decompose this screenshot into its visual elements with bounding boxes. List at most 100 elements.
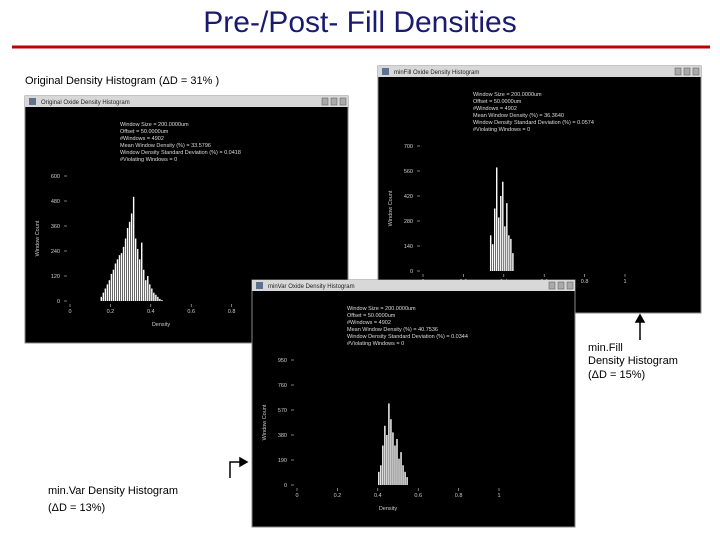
stat-line: #Violating Windows = 0 bbox=[473, 127, 530, 133]
bar bbox=[400, 452, 402, 485]
bar bbox=[489, 235, 492, 271]
bar bbox=[510, 238, 512, 271]
bar bbox=[502, 181, 504, 271]
bar bbox=[494, 208, 496, 271]
caption-original: Original Density Histogram (ΔD = 31% ) bbox=[25, 75, 219, 87]
y-tick-label: 420 bbox=[404, 194, 413, 200]
windows: Original Oxide Density Histogram Window S… bbox=[24, 65, 702, 528]
bar bbox=[151, 288, 153, 301]
window-button bbox=[674, 67, 682, 76]
window-button bbox=[557, 281, 565, 290]
bar bbox=[122, 246, 125, 301]
histogram-window: minFill Oxide Density Histogram Window Si… bbox=[377, 65, 702, 314]
bar bbox=[506, 203, 508, 271]
bar bbox=[512, 253, 514, 271]
bar bbox=[491, 244, 494, 271]
bar bbox=[504, 226, 506, 271]
bar bbox=[132, 196, 135, 301]
x-tick-label: 0.4 bbox=[374, 493, 382, 499]
window-button bbox=[692, 67, 700, 76]
bar bbox=[110, 273, 113, 301]
bar bbox=[102, 292, 105, 301]
x-tick-label: 0.6 bbox=[187, 309, 195, 315]
y-tick-label: 570 bbox=[278, 408, 287, 414]
title-bar bbox=[252, 280, 575, 291]
bar bbox=[392, 432, 394, 485]
bar bbox=[100, 296, 103, 301]
title-bar bbox=[378, 66, 701, 77]
stat-line: Window Density Standard Deviation (%) = … bbox=[120, 150, 241, 156]
x-tick-label: 0.8 bbox=[228, 309, 236, 315]
window-button bbox=[330, 97, 338, 106]
window-icon bbox=[382, 68, 389, 75]
title-bar bbox=[25, 96, 348, 107]
histogram-window: Original Oxide Density Histogram Window S… bbox=[24, 95, 349, 344]
stat-line: Window Size = 200.0000um bbox=[473, 92, 542, 98]
stat-line: Mean Window Density (%) = 33.5796 bbox=[120, 143, 211, 149]
bar bbox=[128, 221, 131, 301]
stat-line: Window Density Standard Deviation (%) = … bbox=[473, 120, 594, 126]
bar bbox=[124, 238, 127, 301]
bar bbox=[157, 296, 159, 301]
x-tick-label: 0.8 bbox=[455, 493, 463, 499]
bar bbox=[126, 228, 129, 301]
y-tick-label: 480 bbox=[51, 199, 60, 205]
stat-line: #Windows = 4902 bbox=[120, 136, 164, 142]
y-axis-label: Window Count bbox=[35, 220, 41, 256]
bar bbox=[138, 259, 141, 301]
window-title: minFill Oxide Density Histogram bbox=[394, 70, 479, 76]
x-axis-label: Density bbox=[379, 506, 398, 512]
y-tick-label: 700 bbox=[404, 144, 413, 150]
x-tick-label: 0 bbox=[68, 309, 71, 315]
y-axis-label: Window Count bbox=[262, 404, 268, 440]
y-tick-label: 950 bbox=[278, 358, 287, 364]
y-tick-label: 380 bbox=[278, 433, 287, 439]
bar bbox=[120, 253, 123, 301]
bar bbox=[130, 213, 133, 301]
window-icon bbox=[256, 282, 263, 289]
y-tick-label: 140 bbox=[404, 244, 413, 250]
bar bbox=[390, 419, 392, 485]
window-frame bbox=[251, 279, 576, 528]
y-tick-label: 360 bbox=[51, 224, 60, 230]
bar bbox=[406, 477, 408, 485]
x-tick-label: 0.2 bbox=[107, 309, 115, 315]
arrow bbox=[634, 313, 646, 340]
window-button bbox=[321, 97, 329, 106]
bar bbox=[104, 288, 107, 301]
arrow bbox=[229, 456, 249, 478]
x-tick-label: 0 bbox=[295, 493, 298, 499]
y-tick-label: 560 bbox=[404, 169, 413, 175]
bar bbox=[396, 438, 398, 485]
bar bbox=[153, 292, 155, 301]
bar bbox=[496, 167, 498, 271]
y-tick-label: 0 bbox=[284, 483, 287, 489]
window-button bbox=[548, 281, 556, 290]
y-tick-label: 190 bbox=[278, 458, 287, 464]
bar bbox=[141, 242, 143, 301]
bar bbox=[143, 269, 145, 301]
bar bbox=[378, 471, 380, 485]
stat-line: Window Density Standard Deviation (%) = … bbox=[347, 334, 468, 340]
bar bbox=[386, 435, 388, 485]
bar bbox=[384, 425, 386, 485]
stat-line: Offset = 50.0000um bbox=[473, 99, 522, 105]
window-icon bbox=[29, 98, 36, 105]
y-tick-label: 0 bbox=[57, 299, 60, 305]
y-tick-label: 0 bbox=[410, 269, 413, 275]
bar bbox=[155, 294, 157, 301]
bar bbox=[398, 458, 400, 485]
x-tick-label: 1 bbox=[623, 279, 626, 285]
caption-min-fill: min.Fill bbox=[588, 342, 623, 354]
stat-line: Mean Window Density (%) = 36.3640 bbox=[473, 113, 564, 119]
caption-min-var: min.Var Density Histogram bbox=[48, 485, 178, 497]
y-tick-label: 120 bbox=[51, 274, 60, 280]
bar bbox=[382, 445, 384, 485]
bar bbox=[388, 403, 390, 485]
window-button bbox=[683, 67, 691, 76]
stat-line: #Violating Windows = 0 bbox=[347, 341, 404, 347]
y-tick-label: 600 bbox=[51, 174, 60, 180]
stat-line: #Windows = 4902 bbox=[347, 320, 391, 326]
bar bbox=[508, 235, 510, 271]
bar bbox=[106, 284, 109, 301]
